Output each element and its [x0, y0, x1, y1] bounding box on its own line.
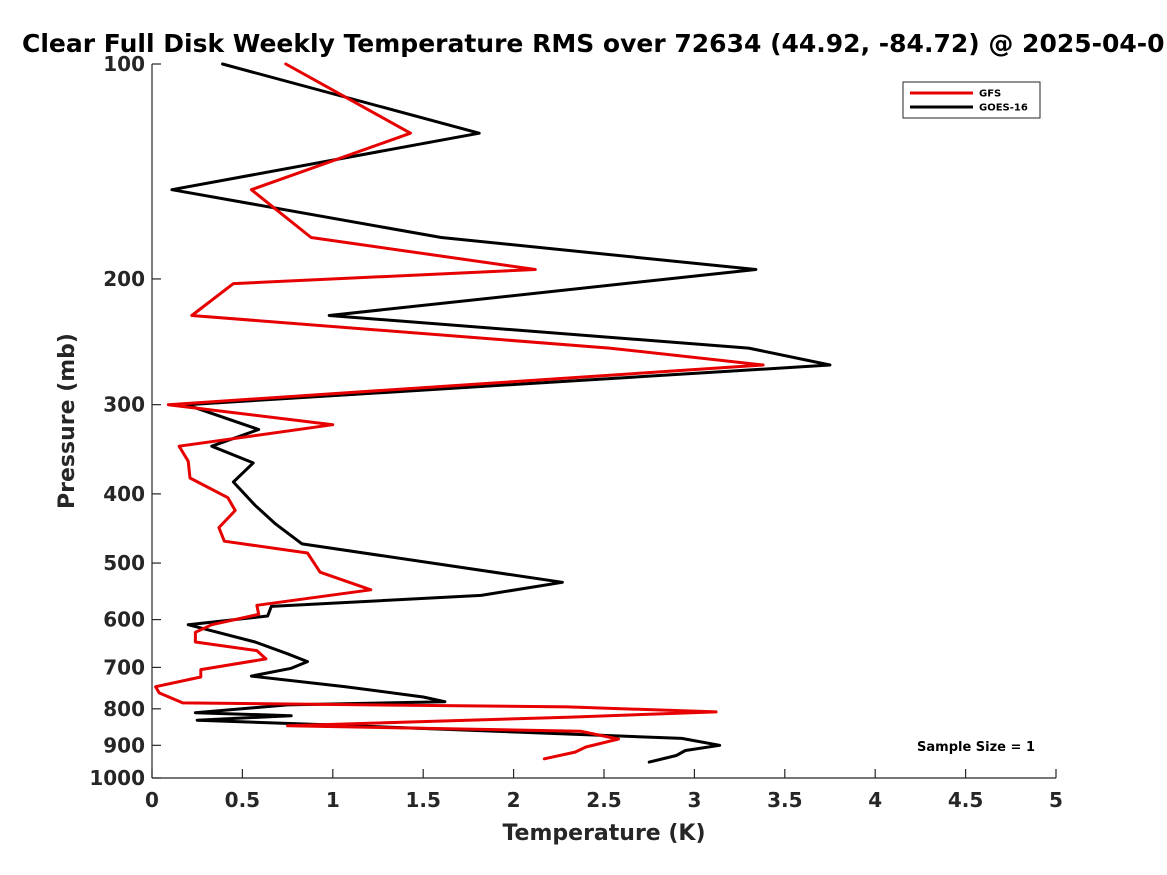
x-tick-label: 3	[687, 788, 701, 812]
y-tick-label: 700	[103, 655, 145, 679]
chart-title: Clear Full Disk Weekly Temperature RMS o…	[22, 29, 1165, 58]
x-tick-label: 1	[326, 788, 340, 812]
y-tick-label: 900	[103, 733, 145, 757]
y-tick-label: 200	[103, 267, 145, 291]
x-tick-label: 3.5	[767, 788, 802, 812]
series-line-goes-16	[170, 62, 832, 764]
y-tick-label: 1000	[89, 766, 145, 790]
y-tick-label: 500	[103, 551, 145, 575]
y-tick-label: 800	[103, 697, 145, 721]
x-tick-label: 1.5	[405, 788, 440, 812]
legend-entry-label: GOES-16	[979, 103, 1028, 114]
x-tick-label: 0.5	[225, 788, 260, 812]
y-tick-label: 600	[103, 608, 145, 632]
x-tick-label: 2.5	[586, 788, 621, 812]
x-tick-label: 4.5	[948, 788, 983, 812]
legend-box	[902, 81, 1041, 119]
axes: 0 0.5 1 1.5 2 2.5 3 3.5 4 4.5 5 100 200 300 400 500 600 7…	[55, 52, 1063, 846]
y-tick-label: 300	[103, 393, 145, 417]
legend-entry-label: GFS	[979, 89, 1001, 100]
x-tick-label: 4	[868, 788, 882, 812]
x-tick-label: 0	[145, 788, 159, 812]
y-tick-label: 100	[103, 52, 145, 76]
x-tick-label: 5	[1049, 788, 1063, 812]
series-layer	[154, 62, 832, 764]
x-axis-label: Temperature (K)	[502, 821, 705, 846]
sample-size-annotation: Sample Size = 1	[917, 740, 1035, 755]
y-tick-label: 400	[103, 482, 145, 506]
legend: GFS GOES-16	[902, 81, 1041, 119]
x-tick-label: 2	[507, 788, 521, 812]
y-axis-label: Pressure (mb)	[55, 333, 80, 509]
series-line-gfs	[154, 62, 765, 761]
